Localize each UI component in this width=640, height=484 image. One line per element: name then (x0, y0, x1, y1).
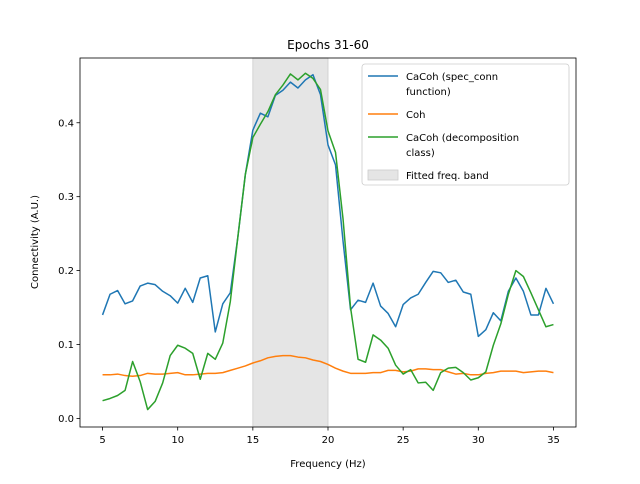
chart-title: Epochs 31-60 (287, 38, 369, 52)
y-tick-label: 0.3 (58, 192, 74, 203)
series-line-2 (102, 72, 554, 411)
x-tick-label: 5 (99, 435, 105, 446)
y-tick-label: 0.4 (58, 118, 74, 129)
series-line-1 (102, 354, 554, 378)
legend-label-1: Coh (406, 110, 425, 121)
x-tick-label: 30 (472, 435, 485, 446)
legend: CaCoh (spec_conn function) Coh CaCoh (decom… (361, 63, 570, 186)
y-tick-label: 0.0 (58, 414, 74, 425)
legend-box (361, 63, 570, 186)
y-tick-label: 0.1 (58, 340, 74, 351)
legend-label-0: CaCoh (spec_conn function) (406, 72, 498, 98)
legend-label-3: Fitted freq. band (406, 171, 489, 182)
legend-label-2: CaCoh (decomposition class) (406, 133, 519, 159)
axes-layer: 5 10 15 20 25 30 35 0.0 0.1 0.2 0.3 0.4 (58, 57, 577, 446)
x-tick-label: 20 (322, 435, 335, 446)
x-axis-label: Frequency (Hz) (290, 459, 366, 470)
series-layer (101, 72, 555, 411)
y-tick-label: 0.2 (58, 266, 74, 277)
series-line-0 (101, 73, 555, 338)
x-tick-label: 10 (171, 435, 184, 446)
x-tick-label: 15 (246, 435, 259, 446)
x-tick-label: 25 (397, 435, 410, 446)
y-axis-label: Connectivity (A.U.) (30, 195, 41, 289)
legend-swatch-band (367, 169, 399, 181)
fitted-band-shade (252, 57, 329, 428)
x-tick-label: 35 (547, 435, 560, 446)
